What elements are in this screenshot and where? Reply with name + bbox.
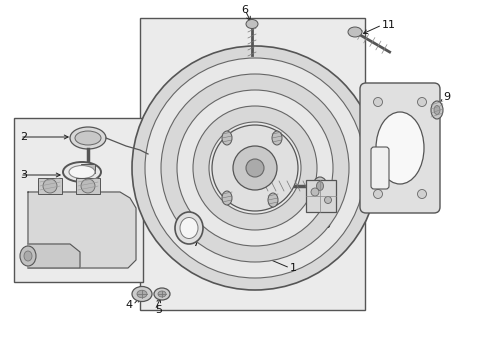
Text: 5: 5 [155, 305, 162, 315]
Ellipse shape [161, 74, 348, 262]
Ellipse shape [145, 58, 364, 278]
Ellipse shape [375, 112, 423, 184]
Ellipse shape [43, 179, 57, 193]
Ellipse shape [158, 291, 165, 297]
Text: 1: 1 [289, 263, 296, 273]
Text: 3: 3 [20, 170, 27, 180]
Bar [140, 18, 364, 310]
Ellipse shape [373, 98, 382, 107]
Text: 12: 12 [370, 187, 384, 197]
Text: 9: 9 [442, 92, 449, 102]
Text: 10: 10 [317, 220, 331, 230]
Ellipse shape [417, 189, 426, 198]
Text: 8: 8 [301, 210, 308, 220]
Ellipse shape [417, 98, 426, 107]
Ellipse shape [24, 251, 32, 261]
Ellipse shape [70, 127, 106, 149]
Ellipse shape [180, 217, 198, 238]
Ellipse shape [316, 181, 323, 190]
Ellipse shape [20, 246, 36, 266]
Bar [305, 180, 335, 212]
Ellipse shape [433, 105, 439, 114]
Ellipse shape [245, 19, 258, 28]
Ellipse shape [208, 122, 301, 214]
Bar [81, 164, 95, 173]
Text: 13: 13 [408, 187, 422, 197]
Ellipse shape [222, 131, 231, 145]
Ellipse shape [310, 188, 318, 196]
Ellipse shape [132, 46, 377, 290]
Text: 11: 11 [381, 20, 395, 30]
Ellipse shape [430, 101, 442, 119]
Ellipse shape [75, 131, 101, 145]
Ellipse shape [175, 212, 203, 244]
Ellipse shape [137, 290, 147, 298]
Text: 6: 6 [241, 5, 248, 15]
Ellipse shape [193, 106, 316, 230]
Ellipse shape [324, 197, 331, 203]
Ellipse shape [271, 131, 282, 145]
Ellipse shape [63, 162, 101, 182]
Bar [38, 178, 62, 194]
Text: 2: 2 [20, 132, 27, 142]
Ellipse shape [373, 189, 382, 198]
Ellipse shape [222, 191, 231, 205]
Polygon shape [28, 244, 80, 268]
Text: 4: 4 [125, 300, 133, 310]
FancyBboxPatch shape [370, 147, 388, 189]
Ellipse shape [154, 288, 170, 300]
Text: 7: 7 [192, 238, 199, 248]
Ellipse shape [132, 287, 152, 302]
Ellipse shape [245, 159, 264, 177]
Bar [14, 118, 142, 282]
Ellipse shape [177, 90, 332, 246]
Ellipse shape [232, 146, 276, 190]
Ellipse shape [267, 193, 278, 207]
Polygon shape [28, 192, 136, 268]
Ellipse shape [81, 179, 95, 193]
FancyBboxPatch shape [359, 83, 439, 213]
Ellipse shape [69, 166, 95, 179]
Ellipse shape [312, 177, 326, 195]
Ellipse shape [212, 125, 297, 211]
Ellipse shape [347, 27, 361, 37]
Bar [76, 178, 100, 194]
